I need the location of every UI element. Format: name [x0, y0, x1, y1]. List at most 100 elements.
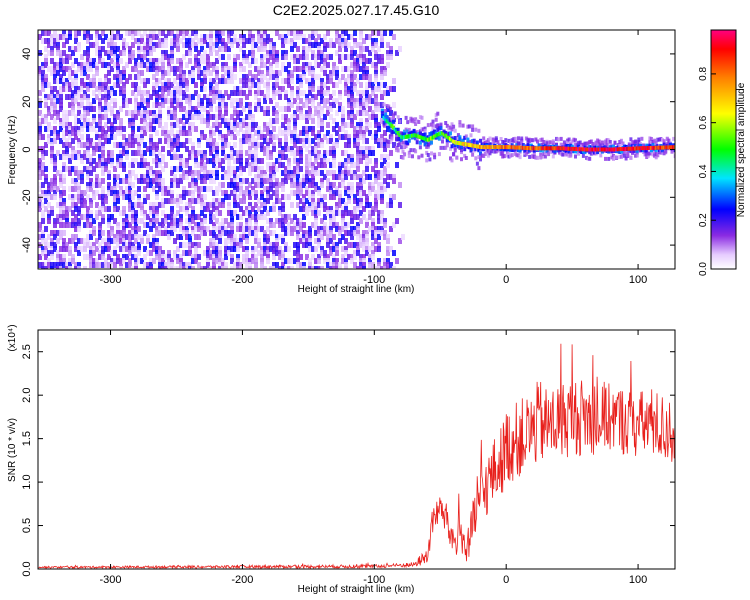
heatmap-cell	[218, 134, 222, 140]
heatmap-cell	[152, 90, 156, 96]
heatmap-cell	[513, 147, 517, 152]
heatmap-cell	[353, 82, 357, 88]
heatmap-cell	[332, 102, 336, 108]
heatmap-cell	[146, 170, 150, 176]
heatmap-cell	[113, 238, 117, 244]
heatmap-cell	[158, 158, 162, 164]
heatmap-cell	[251, 114, 255, 120]
heatmap-cell	[203, 202, 207, 208]
heatmap-cell	[368, 190, 372, 196]
heatmap-cell	[251, 134, 255, 140]
heatmap-cell	[350, 122, 354, 128]
heatmap-cell	[266, 66, 270, 72]
heatmap-cell	[41, 154, 45, 160]
heatmap-cell	[520, 136, 524, 141]
heatmap-cell	[284, 34, 288, 40]
heatmap-cell	[131, 90, 135, 96]
heatmap-cell	[236, 166, 240, 172]
heatmap-cell	[436, 124, 440, 129]
heatmap-cell	[107, 138, 111, 144]
heatmap-cell	[305, 254, 309, 260]
heatmap-cell	[41, 210, 45, 216]
heatmap-cell	[389, 194, 393, 200]
heatmap-cell	[486, 145, 490, 150]
heatmap-cell	[182, 230, 186, 236]
heatmap-cell	[80, 170, 84, 176]
heatmap-cell	[209, 130, 213, 136]
heatmap-cell	[89, 178, 93, 184]
heatmap-cell	[308, 162, 312, 168]
heatmap-cell	[272, 46, 276, 52]
heatmap-cell	[412, 119, 416, 124]
heatmap-cell	[302, 114, 306, 120]
heatmap-cell	[125, 246, 129, 252]
heatmap-cell	[152, 86, 156, 92]
heatmap-cell	[83, 106, 87, 112]
heatmap-cell	[164, 254, 168, 260]
heatmap-cell	[188, 190, 192, 196]
heatmap-cell	[62, 50, 66, 56]
heatmap-cell	[425, 144, 429, 149]
heatmap-cell	[374, 226, 378, 232]
heatmap-cell	[131, 162, 135, 168]
heatmap-cell	[233, 122, 237, 128]
heatmap-cell	[329, 146, 333, 152]
heatmap-cell	[380, 226, 384, 232]
heatmap-cell	[651, 145, 655, 150]
heatmap-cell	[188, 114, 192, 120]
heatmap-cell	[278, 162, 282, 168]
heatmap-cell	[296, 166, 300, 172]
heatmap-cell	[71, 146, 75, 152]
heatmap-cell	[119, 34, 123, 40]
heatmap-cell	[140, 110, 144, 116]
heatmap-cell	[338, 78, 342, 84]
heatmap-cell	[212, 234, 216, 240]
heatmap-cell	[224, 242, 228, 248]
heatmap-cell	[47, 82, 51, 88]
heatmap-cell	[230, 102, 234, 108]
heatmap-cell	[453, 148, 457, 153]
heatmap-cell	[245, 218, 249, 224]
heatmap-cell	[146, 62, 150, 68]
heatmap-cell	[317, 238, 321, 244]
heatmap-cell	[248, 262, 252, 268]
heatmap-cell	[53, 134, 57, 140]
heatmap-cell	[374, 78, 378, 84]
heatmap-cell	[471, 147, 475, 151]
heatmap-cell	[499, 137, 503, 141]
heatmap-cell	[344, 38, 348, 44]
heatmap-cell	[332, 70, 336, 76]
heatmap-cell	[59, 246, 63, 252]
heatmap-cell	[134, 202, 138, 208]
heatmap-cell	[257, 78, 261, 84]
heatmap-cell	[296, 218, 300, 224]
heatmap-cell	[86, 174, 90, 180]
heatmap-cell	[41, 38, 45, 44]
heatmap-cell	[320, 110, 324, 116]
heatmap-cell	[266, 150, 270, 156]
heatmap-cell	[92, 142, 96, 148]
heatmap-cell	[53, 86, 57, 92]
heatmap-cell	[113, 118, 117, 124]
heatmap-cell	[137, 134, 141, 140]
heatmap-cell	[574, 142, 577, 147]
heatmap-cell	[543, 146, 547, 151]
heatmap-cell	[161, 70, 165, 76]
heatmap-cell	[143, 162, 147, 168]
heatmap-cell	[221, 222, 225, 228]
heatmap-cell	[528, 148, 532, 153]
heatmap-cell	[359, 134, 363, 140]
heatmap-cell	[53, 166, 57, 172]
heatmap-cell	[161, 54, 165, 60]
heatmap-cell	[302, 198, 306, 204]
heatmap-cell	[383, 186, 387, 192]
heatmap-cell	[278, 106, 282, 112]
heatmap-cell	[556, 148, 560, 153]
heatmap-cell	[461, 123, 465, 128]
heatmap-cell	[317, 54, 321, 60]
heatmap-cell	[47, 262, 51, 268]
heatmap-cell	[107, 186, 111, 192]
heatmap-cell	[399, 138, 403, 143]
heatmap-cell	[254, 258, 258, 264]
heatmap-cell	[236, 54, 240, 60]
